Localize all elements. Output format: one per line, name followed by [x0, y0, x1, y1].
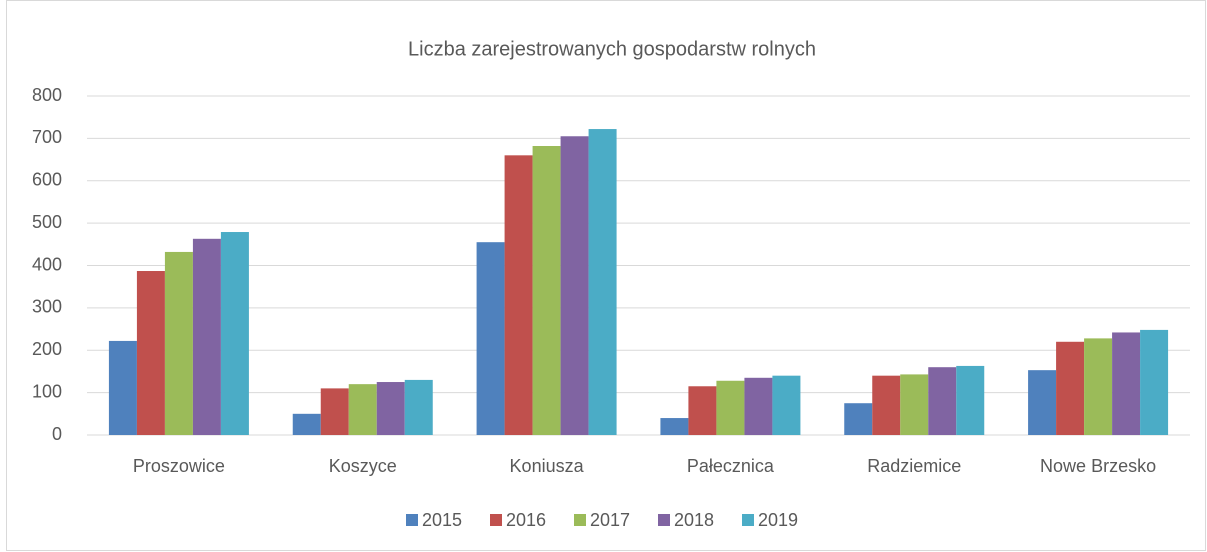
bar: [504, 155, 533, 435]
bar: [292, 413, 321, 435]
x-tick-label: Pałecznica: [687, 456, 775, 476]
legend-swatch: [406, 514, 418, 526]
bar: [320, 388, 349, 435]
legend-label: 2017: [590, 510, 630, 530]
legend-label: 2015: [422, 510, 462, 530]
bar: [872, 375, 901, 435]
y-tick-label: 0: [52, 424, 62, 444]
legend-swatch: [658, 514, 670, 526]
y-tick-label: 800: [32, 85, 62, 105]
bar: [560, 136, 589, 435]
bar: [220, 232, 249, 435]
bar: [1140, 329, 1169, 435]
bar: [772, 375, 801, 435]
bar: [348, 384, 377, 435]
bar: [588, 129, 617, 436]
legend-label: 2016: [506, 510, 546, 530]
legend-swatch: [742, 514, 754, 526]
legend-swatch: [490, 514, 502, 526]
y-tick-label: 100: [32, 381, 62, 401]
legend-label: 2018: [674, 510, 714, 530]
x-tick-label: Koniusza: [510, 456, 585, 476]
bar: [136, 271, 165, 435]
bar: [716, 380, 745, 435]
bar: [1112, 332, 1141, 435]
y-tick-label: 400: [32, 254, 62, 274]
y-tick-label: 700: [32, 127, 62, 147]
bar: [1084, 338, 1113, 435]
x-tick-label: Radziemice: [867, 456, 961, 476]
bar: [532, 146, 561, 435]
bar: [476, 242, 505, 435]
bar: [956, 365, 985, 435]
bar: [108, 340, 137, 435]
x-tick-label: Nowe Brzesko: [1040, 456, 1156, 476]
bar: [744, 377, 773, 435]
bar: [900, 374, 929, 435]
bar: [404, 379, 433, 435]
bar: [844, 403, 873, 435]
bar: [192, 238, 221, 435]
legend-label: 2019: [758, 510, 798, 530]
bar: [1056, 341, 1085, 435]
bar: [660, 418, 689, 435]
y-tick-label: 600: [32, 170, 62, 190]
bar: [1028, 370, 1057, 435]
bar: [164, 251, 193, 435]
chart-title: Liczba zarejestrowanych gospodarstw roln…: [408, 38, 816, 60]
bar: [928, 367, 957, 435]
y-tick-label: 200: [32, 339, 62, 359]
bar: [688, 386, 717, 435]
legend-swatch: [574, 514, 586, 526]
y-tick-label: 300: [32, 297, 62, 317]
bar: [376, 382, 405, 435]
x-tick-label: Koszyce: [329, 456, 397, 476]
x-tick-label: Proszowice: [133, 456, 225, 476]
y-tick-label: 500: [32, 212, 62, 232]
